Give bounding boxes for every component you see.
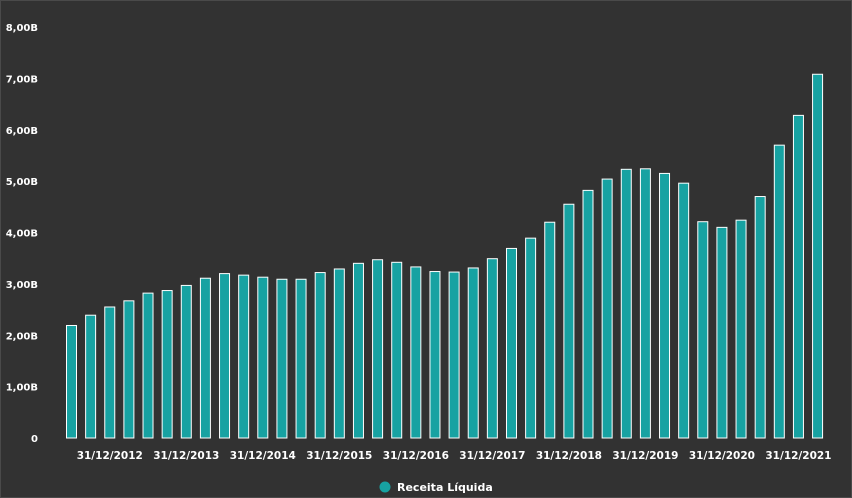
bar[interactable] <box>505 247 517 439</box>
bar[interactable] <box>735 219 747 439</box>
bar[interactable] <box>199 277 211 439</box>
bar[interactable] <box>238 274 250 439</box>
bar[interactable] <box>257 276 269 439</box>
bar[interactable] <box>544 221 556 439</box>
bar[interactable] <box>391 261 403 439</box>
x-tick-label: 31/12/2015 <box>306 450 372 462</box>
y-tick-label: 2,00B <box>6 331 38 342</box>
y-tick-label: 7,00B <box>6 74 38 85</box>
bar[interactable] <box>85 314 97 439</box>
y-tick-label: 8,00B <box>6 23 38 34</box>
x-tick-label: 31/12/2020 <box>689 450 755 462</box>
bar[interactable] <box>525 237 537 439</box>
x-tick-label: 31/12/2013 <box>153 450 219 462</box>
bar[interactable] <box>639 168 651 439</box>
legend-label: Receita Líquida <box>397 481 493 494</box>
y-tick-label: 3,00B <box>6 280 38 291</box>
bar[interactable] <box>219 273 231 439</box>
bar[interactable] <box>773 144 785 439</box>
legend[interactable]: Receita Líquida <box>379 481 493 494</box>
x-tick-label: 31/12/2014 <box>230 450 296 462</box>
bar[interactable] <box>295 278 307 439</box>
bar[interactable] <box>678 182 690 439</box>
bar[interactable] <box>448 271 460 439</box>
x-tick-label: 31/12/2021 <box>765 450 831 462</box>
bar[interactable] <box>467 267 479 439</box>
bar[interactable] <box>161 290 173 439</box>
x-axis: 31/12/2012 31/12/2013 31/12/2014 31/12/2015… <box>77 450 832 462</box>
bar[interactable] <box>812 73 824 439</box>
bar[interactable] <box>180 284 192 439</box>
bar[interactable] <box>697 221 709 439</box>
bar[interactable] <box>659 172 671 439</box>
bar[interactable] <box>716 226 728 439</box>
bar[interactable] <box>582 189 594 439</box>
x-tick-label: 31/12/2018 <box>536 450 602 462</box>
bar[interactable] <box>123 300 135 439</box>
y-tick-label: 1,00B <box>6 383 38 394</box>
bar[interactable] <box>66 324 77 439</box>
bar[interactable] <box>792 114 804 439</box>
bar[interactable] <box>563 203 575 439</box>
y-tick-label: 0 <box>31 434 38 445</box>
y-axis: 0 1,00B 2,00B 3,00B 4,00B 5,00B 6,00B 7,00B 8,00… <box>6 23 38 445</box>
x-tick-label: 31/12/2019 <box>612 450 678 462</box>
bar[interactable] <box>314 272 326 439</box>
x-tick-label: 31/12/2012 <box>77 450 143 462</box>
bar[interactable] <box>601 178 613 439</box>
y-tick-label: 6,00B <box>6 126 38 137</box>
bar-series <box>66 73 824 439</box>
bar[interactable] <box>142 292 154 439</box>
bar[interactable] <box>352 262 364 439</box>
bar[interactable] <box>620 168 632 439</box>
bar[interactable] <box>333 268 345 439</box>
bar[interactable] <box>754 196 766 439</box>
bar[interactable] <box>486 258 498 439</box>
x-tick-label: 31/12/2016 <box>383 450 449 462</box>
legend-marker-icon <box>379 481 391 493</box>
bar[interactable] <box>372 259 384 439</box>
bar[interactable] <box>104 306 116 439</box>
x-tick-label: 31/12/2017 <box>459 450 525 462</box>
bar[interactable] <box>410 266 422 439</box>
bar[interactable] <box>276 278 288 439</box>
bar[interactable] <box>429 271 441 439</box>
y-tick-label: 4,00B <box>6 229 38 240</box>
y-tick-label: 5,00B <box>6 177 38 188</box>
